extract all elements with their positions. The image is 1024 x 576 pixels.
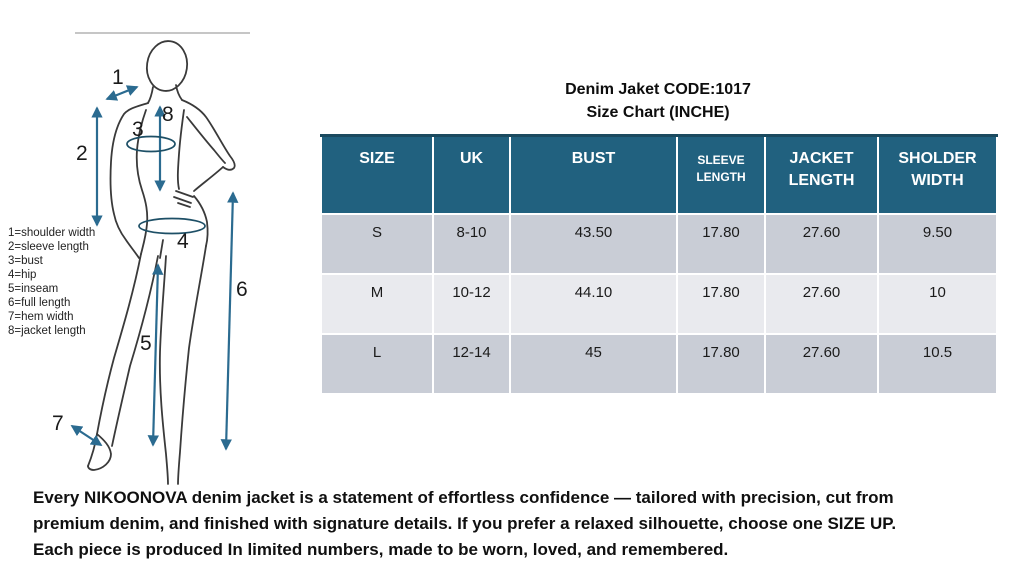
table-row-m: M 10-12 44.10 17.80 27.60 10 (320, 273, 998, 335)
table-header-row: SIZE UK BUST SLEEVE LENGTH JACKET LENGTH… (320, 134, 998, 215)
legend-item-sleeve-length: 2=sleeve length (8, 241, 89, 253)
table-row-s: S 8-10 43.50 17.80 27.60 9.50 (320, 213, 998, 275)
bust-ellipse (126, 135, 176, 153)
legend-item-hem-width: 7=hem width (8, 311, 74, 323)
cell-jacket-s: 27.60 (764, 213, 879, 275)
cell-size-l: L (320, 333, 434, 395)
header-sholder-width: SHOLDER WIDTH (877, 134, 998, 215)
cell-size-s: S (320, 213, 434, 275)
full-length-arrow (220, 191, 239, 451)
hem-width-arrow (70, 425, 103, 446)
cell-uk-s: 8-10 (432, 213, 511, 275)
hip-ellipse (138, 217, 206, 235)
figure-outline (87, 40, 236, 485)
chart-title-block: Denim Jaket CODE:1017 Size Chart (INCHE) (320, 78, 996, 124)
legend-item-full-length: 6=full length (8, 297, 71, 309)
cell-bust-s: 43.50 (509, 213, 678, 275)
header-sleeve-length: SLEEVE LENGTH (676, 134, 766, 215)
table-row-l: L 12-14 45 17.80 27.60 10.5 (320, 333, 998, 395)
cell-jacket-l: 27.60 (764, 333, 879, 395)
cell-sleeve-m: 17.80 (676, 273, 766, 335)
header-bust: BUST (509, 134, 678, 215)
cell-sleeve-l: 17.80 (676, 333, 766, 395)
header-size: SIZE (320, 134, 434, 215)
shoulder-width-arrow (105, 85, 139, 101)
marker-7: 7 (52, 412, 64, 435)
marker-3: 3 (132, 118, 144, 141)
brand-description: Every NIKOONOVA denim jacket is a statem… (33, 485, 1018, 563)
inseam-arrow (147, 263, 164, 447)
cell-bust-m: 44.10 (509, 273, 678, 335)
croquis-figure: 1 2 3 4 5 6 7 8 (52, 32, 250, 485)
brand-description-line-3: Each piece is produced In limited number… (33, 540, 729, 559)
legend-item-bust: 3=bust (8, 255, 43, 267)
cell-sholder-s: 9.50 (877, 213, 998, 275)
header-uk: UK (432, 134, 511, 215)
chart-subtitle: Size Chart (INCHE) (586, 104, 730, 121)
marker-2: 2 (76, 142, 88, 165)
size-chart-table: SIZE UK BUST SLEEVE LENGTH JACKET LENGTH… (320, 134, 998, 395)
legend-item-jacket-length: 8=jacket length (8, 325, 86, 337)
cell-sholder-l: 10.5 (877, 333, 998, 395)
marker-8: 8 (162, 103, 174, 126)
brand-description-line-2: premium denim, and finished with signatu… (33, 514, 897, 533)
legend-item-shoulder-width: 1=shoulder width (8, 227, 96, 239)
cell-uk-l: 12-14 (432, 333, 511, 395)
product-title: Denim Jaket CODE:1017 (565, 81, 751, 98)
cell-bust-l: 45 (509, 333, 678, 395)
marker-1: 1 (112, 66, 124, 89)
marker-6: 6 (236, 278, 248, 301)
legend-item-hip: 4=hip (8, 269, 37, 281)
cell-sleeve-s: 17.80 (676, 213, 766, 275)
marker-4: 4 (177, 230, 189, 253)
measurement-overlays: 1 2 3 4 5 6 7 8 (52, 66, 248, 451)
measurement-figure-area: 1 2 3 4 5 6 7 8 1=shoulder width 2=sleev… (0, 0, 320, 500)
brand-description-line-1: Every NIKOONOVA denim jacket is a statem… (33, 488, 894, 507)
measurement-legend: 1=shoulder width 2=sleeve length 3=bust … (8, 226, 98, 338)
legend-item-inseam: 5=inseam (8, 283, 59, 295)
cell-size-m: M (320, 273, 434, 335)
cell-sholder-m: 10 (877, 273, 998, 335)
figure-head (145, 40, 189, 92)
cell-jacket-m: 27.60 (764, 273, 879, 335)
cell-uk-m: 10-12 (432, 273, 511, 335)
marker-5: 5 (140, 332, 152, 355)
header-jacket-length: JACKET LENGTH (764, 134, 879, 215)
